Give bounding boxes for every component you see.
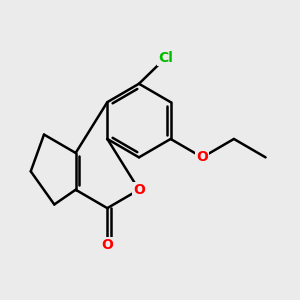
Text: Cl: Cl bbox=[158, 51, 173, 65]
Text: O: O bbox=[133, 183, 145, 197]
Text: O: O bbox=[101, 238, 113, 252]
Text: O: O bbox=[196, 150, 208, 164]
